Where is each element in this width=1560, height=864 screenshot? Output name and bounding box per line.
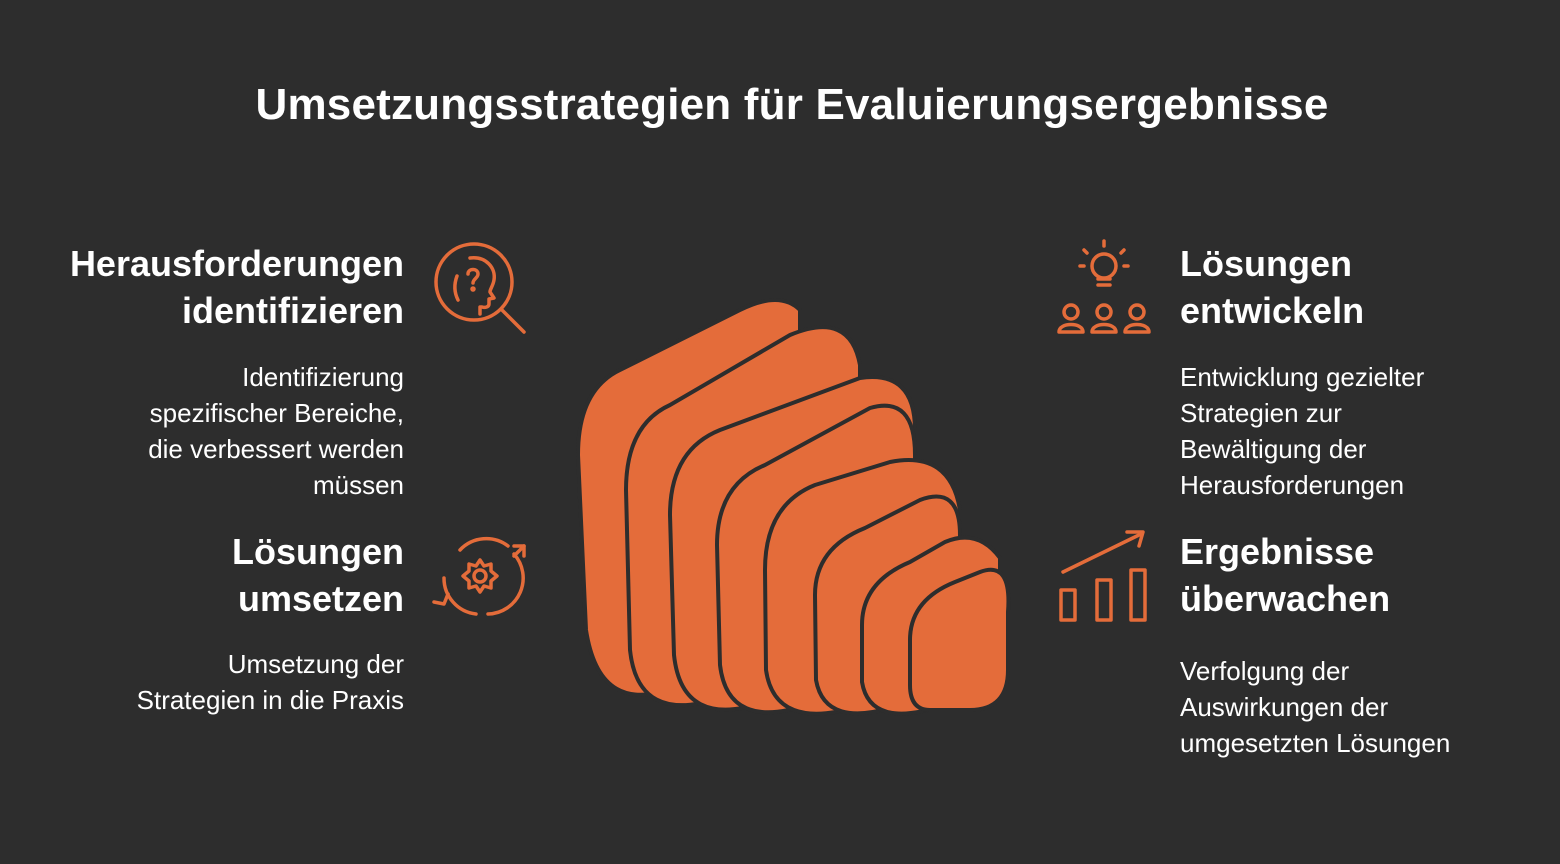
stacked-blocks-illustration xyxy=(570,290,1020,725)
growth-chart-icon xyxy=(1055,526,1155,626)
stack-layer-8 xyxy=(908,567,1011,712)
develop-description: Entwicklung gezielter Strategien zur Bew… xyxy=(1180,362,1425,500)
monitor-heading: Ergebnisse überwachen xyxy=(1180,531,1391,619)
challenges-heading: Herausforderungen identifizieren xyxy=(69,243,404,331)
gear-cycle-icon xyxy=(430,532,530,622)
page-title: Umsetzungsstrategien für Evaluierungserg… xyxy=(255,80,1329,129)
challenges-description: Identifizierung spezifischer Bereiche, d… xyxy=(148,362,404,500)
lightbulb-team-icon xyxy=(1052,238,1156,338)
develop-heading: Lösungen entwickeln xyxy=(1180,243,1365,331)
implement-heading: Lösungen umsetzen xyxy=(232,531,404,619)
monitor-description: Verfolgung der Auswirkungen der umgesetz… xyxy=(1180,656,1451,758)
head-question-magnifier-icon xyxy=(430,240,530,335)
implement-description: Umsetzung der Strategien in die Praxis xyxy=(136,649,404,715)
